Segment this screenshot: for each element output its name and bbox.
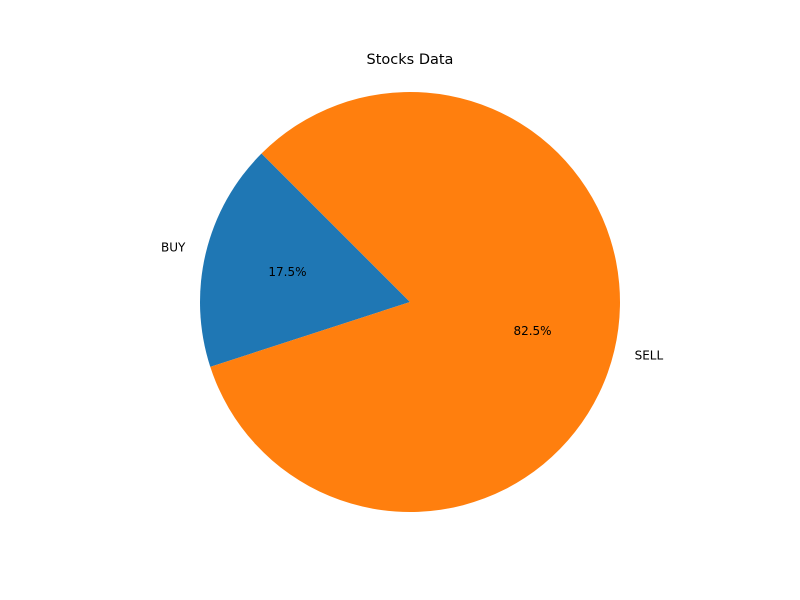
pie-slice-buy xyxy=(200,153,410,367)
chart-title: Stocks Data xyxy=(367,52,454,68)
slice-label-sell: SELL xyxy=(635,348,664,362)
pie-labels: BUY 17.5% SELL 82.5% xyxy=(161,241,663,363)
slice-label-buy: BUY xyxy=(161,241,186,255)
pie-slice-sell xyxy=(210,91,621,512)
pct-label-sell: 82.5% xyxy=(513,324,551,338)
pct-label-buy: 17.5% xyxy=(268,265,306,279)
pie-slices xyxy=(200,91,621,512)
